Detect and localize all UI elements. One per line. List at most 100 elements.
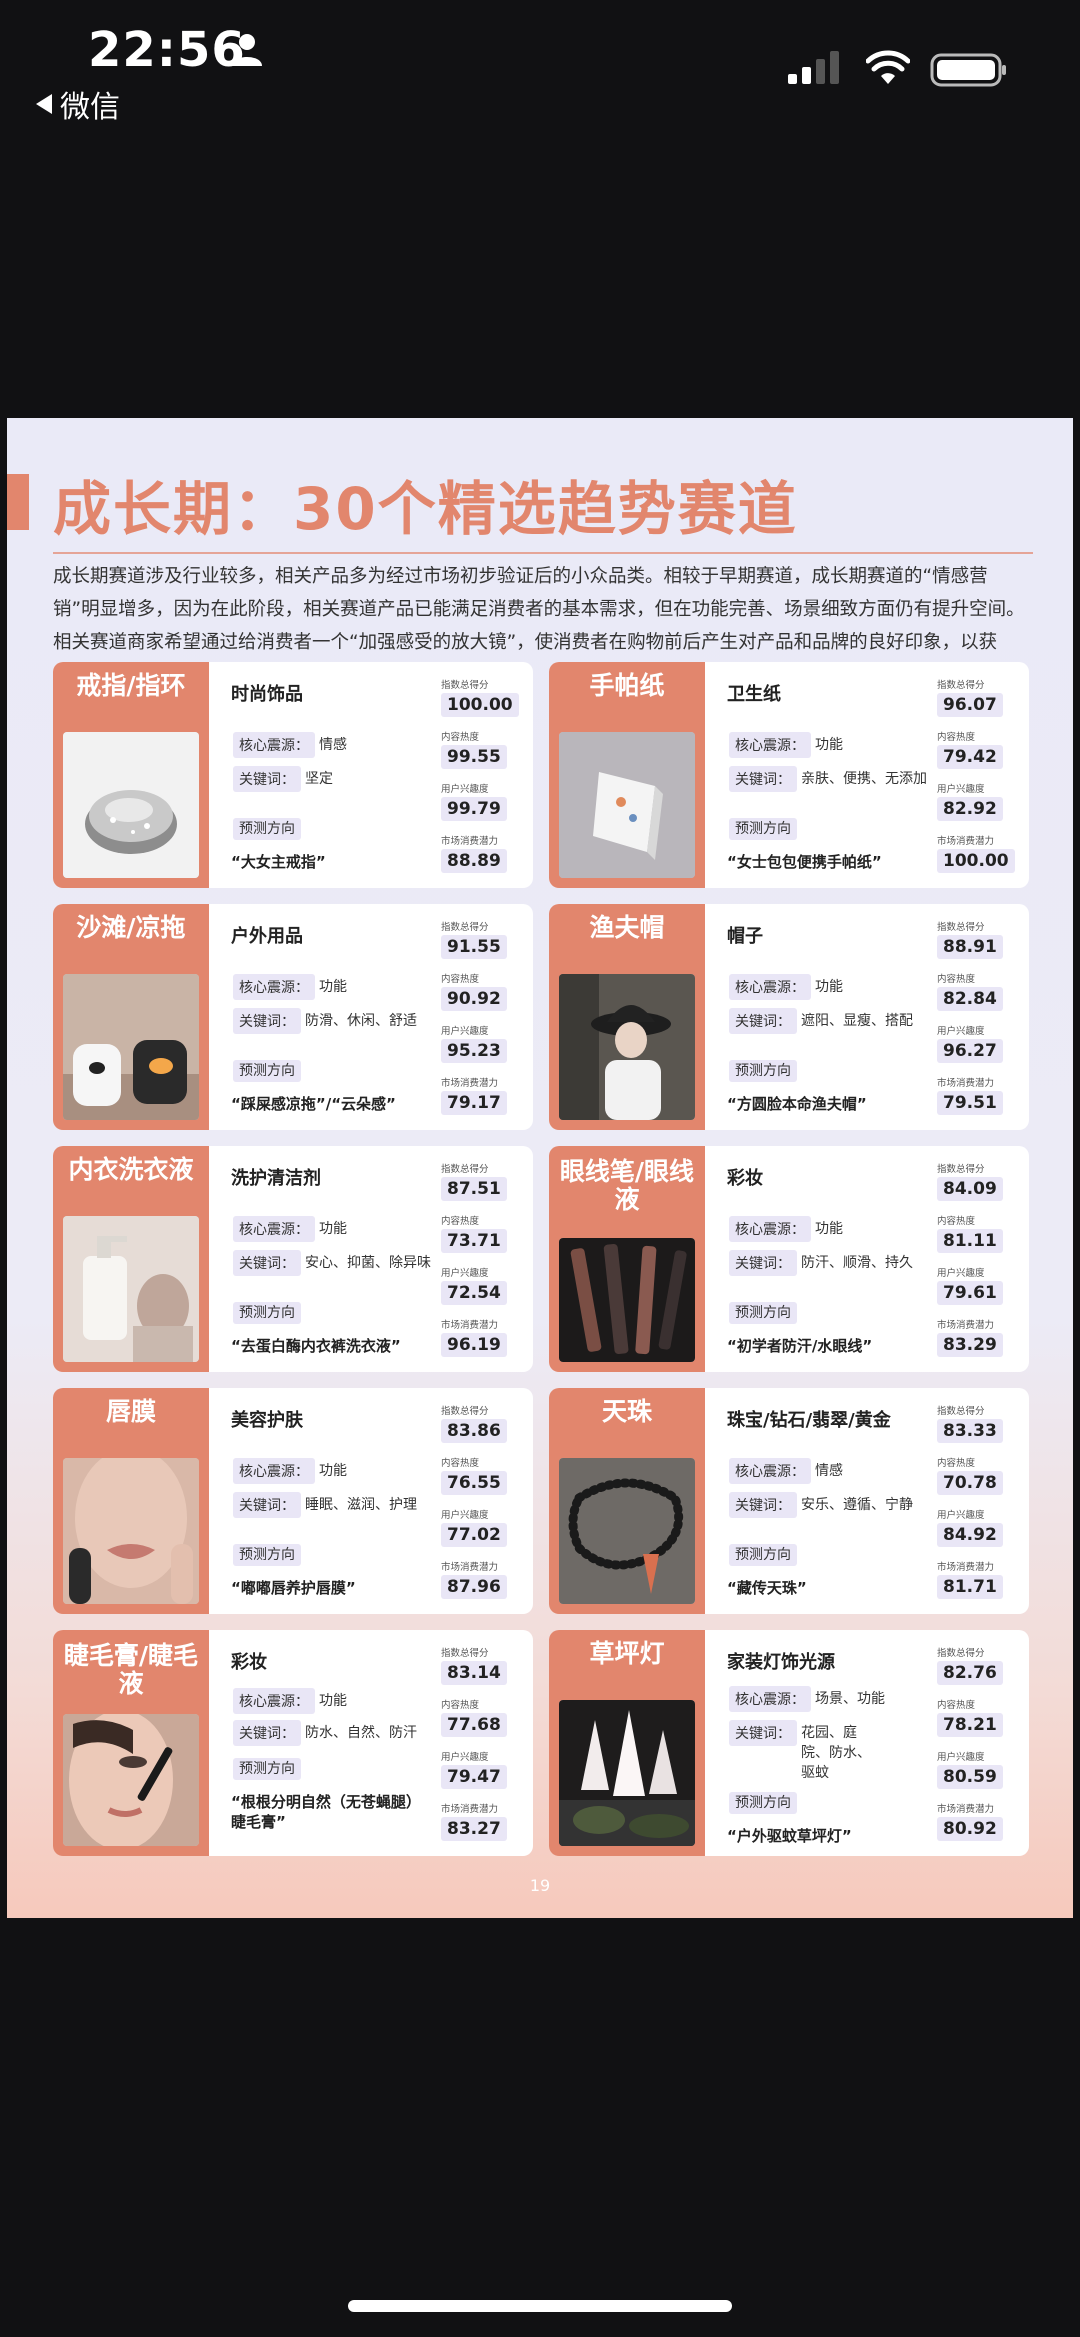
status-bar: 22:56 微信	[0, 0, 1080, 130]
content-heat-label: 内容热度	[441, 1216, 479, 1227]
core-value: 功能	[319, 1463, 347, 1479]
user-interest-label: 用户兴趣度	[441, 1026, 489, 1037]
core-value: 场景、功能	[815, 1691, 885, 1707]
forecast-label: 预测方向	[729, 1060, 797, 1082]
user-interest-label: 用户兴趣度	[937, 1026, 985, 1037]
total-score-label: 指数总得分	[441, 680, 489, 691]
user-interest-label: 用户兴趣度	[937, 1752, 985, 1763]
card-category: 沙滩/凉拖	[76, 913, 186, 942]
market-potential: 80.92	[937, 1817, 1003, 1841]
total-score: 83.33	[937, 1419, 1003, 1443]
page-number: 19	[529, 1876, 551, 1895]
bucket-hat-photo	[559, 974, 695, 1120]
total-score-label: 指数总得分	[937, 1648, 985, 1659]
market-potential-label: 市场消费潜力	[937, 1078, 994, 1089]
mascara-photo	[63, 1714, 199, 1846]
user-interest-label: 用户兴趣度	[441, 1752, 489, 1763]
core-label: 核心震源：	[233, 1216, 315, 1242]
card-prediction: “初学者防汗/水眼线”	[727, 1337, 873, 1355]
back-label: 微信	[60, 90, 120, 125]
core-value: 功能	[319, 1693, 347, 1709]
user-interest: 79.61	[937, 1281, 1003, 1305]
eyeliner-photo	[559, 1238, 695, 1362]
total-score-label: 指数总得分	[441, 1164, 489, 1175]
title-accent-bar	[7, 474, 29, 530]
trend-card: 眼线笔/眼线液 彩妆 核心震源： 功能 关键词： 防汗、顺滑、持久 预测方向 “初学…	[549, 1146, 1029, 1372]
card-prediction: “根根分明自然（无苍蝇腿）睫毛膏”	[231, 1793, 421, 1831]
ring-photo	[63, 732, 199, 878]
keyword-value: 睡眠、滋润、护理	[305, 1497, 417, 1513]
keyword-value: 安乐、遵循、宁静	[801, 1497, 913, 1513]
keyword-label: 关键词：	[729, 1250, 797, 1276]
keyword-label: 关键词：	[729, 1720, 797, 1746]
battery-icon	[930, 53, 1006, 87]
keyword-value: 防水、自然、防汗	[305, 1725, 417, 1741]
content-heat-label: 内容热度	[937, 1700, 975, 1711]
market-potential: 87.96	[441, 1575, 507, 1599]
trend-card: 手帕纸 卫生纸 核心震源： 功能 关键词： 亲肤、便携、无添加 预测方向 “女士包包…	[549, 662, 1029, 888]
keyword-label: 关键词：	[729, 1008, 797, 1034]
market-potential-label: 市场消费潜力	[937, 1562, 994, 1573]
card-prediction: “藏传天珠”	[727, 1579, 807, 1597]
trend-card: 睫毛膏/睫毛液 彩妆 核心震源： 功能 关键词： 防水、自然、防汗 预测方向 “根根…	[53, 1630, 533, 1856]
keyword-value: 防滑、休闲、舒适	[305, 1013, 417, 1029]
core-label: 核心震源：	[729, 732, 811, 758]
market-potential: 79.51	[937, 1091, 1003, 1115]
keyword-value: 花园、庭院、防水、驱蚊	[801, 1725, 871, 1781]
user-interest: 79.47	[441, 1765, 507, 1789]
content-heat-label: 内容热度	[937, 732, 975, 743]
market-potential: 88.89	[441, 849, 507, 873]
keyword-value: 防汗、顺滑、持久	[801, 1255, 913, 1271]
core-value: 功能	[815, 1221, 843, 1237]
core-value: 功能	[319, 979, 347, 995]
lawn-lamp-photo	[559, 1700, 695, 1846]
core-label: 核心震源：	[729, 1216, 811, 1242]
wifi-icon	[866, 50, 910, 84]
core-value: 情感	[815, 1463, 843, 1479]
trend-card: 内衣洗衣液 洗护清洁剂 核心震源： 功能 关键词： 安心、抑菌、除异味 预测方向 “…	[53, 1146, 533, 1372]
market-potential: 96.19	[441, 1333, 507, 1357]
keyword-value: 遮阳、显瘦、搭配	[801, 1013, 913, 1029]
forecast-label: 预测方向	[233, 1060, 301, 1082]
card-category: 内衣洗衣液	[68, 1155, 194, 1184]
total-score-label: 指数总得分	[441, 1648, 489, 1659]
home-indicator[interactable]	[348, 2300, 732, 2312]
total-score: 87.51	[441, 1177, 507, 1201]
card-category-panel: 草坪灯	[549, 1630, 705, 1856]
card-category-panel: 戒指/指环	[53, 662, 209, 888]
total-score-label: 指数总得分	[937, 1164, 985, 1175]
core-value: 情感	[319, 737, 347, 753]
content-heat: 73.71	[441, 1229, 507, 1253]
dzi-bead-photo	[559, 1458, 695, 1604]
card-category-panel: 沙滩/凉拖	[53, 904, 209, 1130]
market-potential-label: 市场消费潜力	[937, 1804, 994, 1815]
report-page: 成长期：30个精选趋势赛道 成长期赛道涉及行业较多，相关产品多为经过市场初步验证…	[7, 418, 1073, 1918]
market-potential: 83.29	[937, 1333, 1003, 1357]
back-to-wechat-button[interactable]: 微信	[36, 82, 120, 126]
total-score-label: 指数总得分	[441, 922, 489, 933]
trend-card: 天珠 珠宝/钻石/翡翠/黄金 核心震源： 情感 关键词： 安乐、遵循、宁静 预测方向…	[549, 1388, 1029, 1614]
trend-card: 戒指/指环 时尚饰品 核心震源： 情感 关键词： 坚定 预测方向 “大女主戒指” 指…	[53, 662, 533, 888]
content-heat: 76.55	[441, 1471, 507, 1495]
keyword-label: 关键词：	[233, 1492, 301, 1518]
content-heat-label: 内容热度	[441, 974, 479, 985]
content-heat-label: 内容热度	[937, 1216, 975, 1227]
market-potential-label: 市场消费潜力	[441, 1078, 498, 1089]
slipper-photo	[63, 974, 199, 1120]
card-industry: 彩妆	[231, 1652, 267, 1673]
person-icon	[232, 34, 262, 66]
total-score-label: 指数总得分	[937, 1406, 985, 1417]
market-potential: 79.17	[441, 1091, 507, 1115]
card-category: 手帕纸	[589, 671, 665, 700]
total-score-label: 指数总得分	[937, 680, 985, 691]
card-industry: 洗护清洁剂	[231, 1168, 321, 1189]
market-potential: 83.27	[441, 1817, 507, 1841]
forecast-label: 预测方向	[729, 1792, 797, 1814]
total-score: 100.00	[441, 693, 519, 717]
market-potential-label: 市场消费潜力	[441, 1320, 498, 1331]
market-potential-label: 市场消费潜力	[937, 1320, 994, 1331]
card-industry: 家装灯饰光源	[727, 1652, 835, 1673]
card-category-panel: 天珠	[549, 1388, 705, 1614]
core-value: 功能	[815, 737, 843, 753]
card-prediction: “方圆脸本命渔夫帽”	[727, 1095, 867, 1113]
